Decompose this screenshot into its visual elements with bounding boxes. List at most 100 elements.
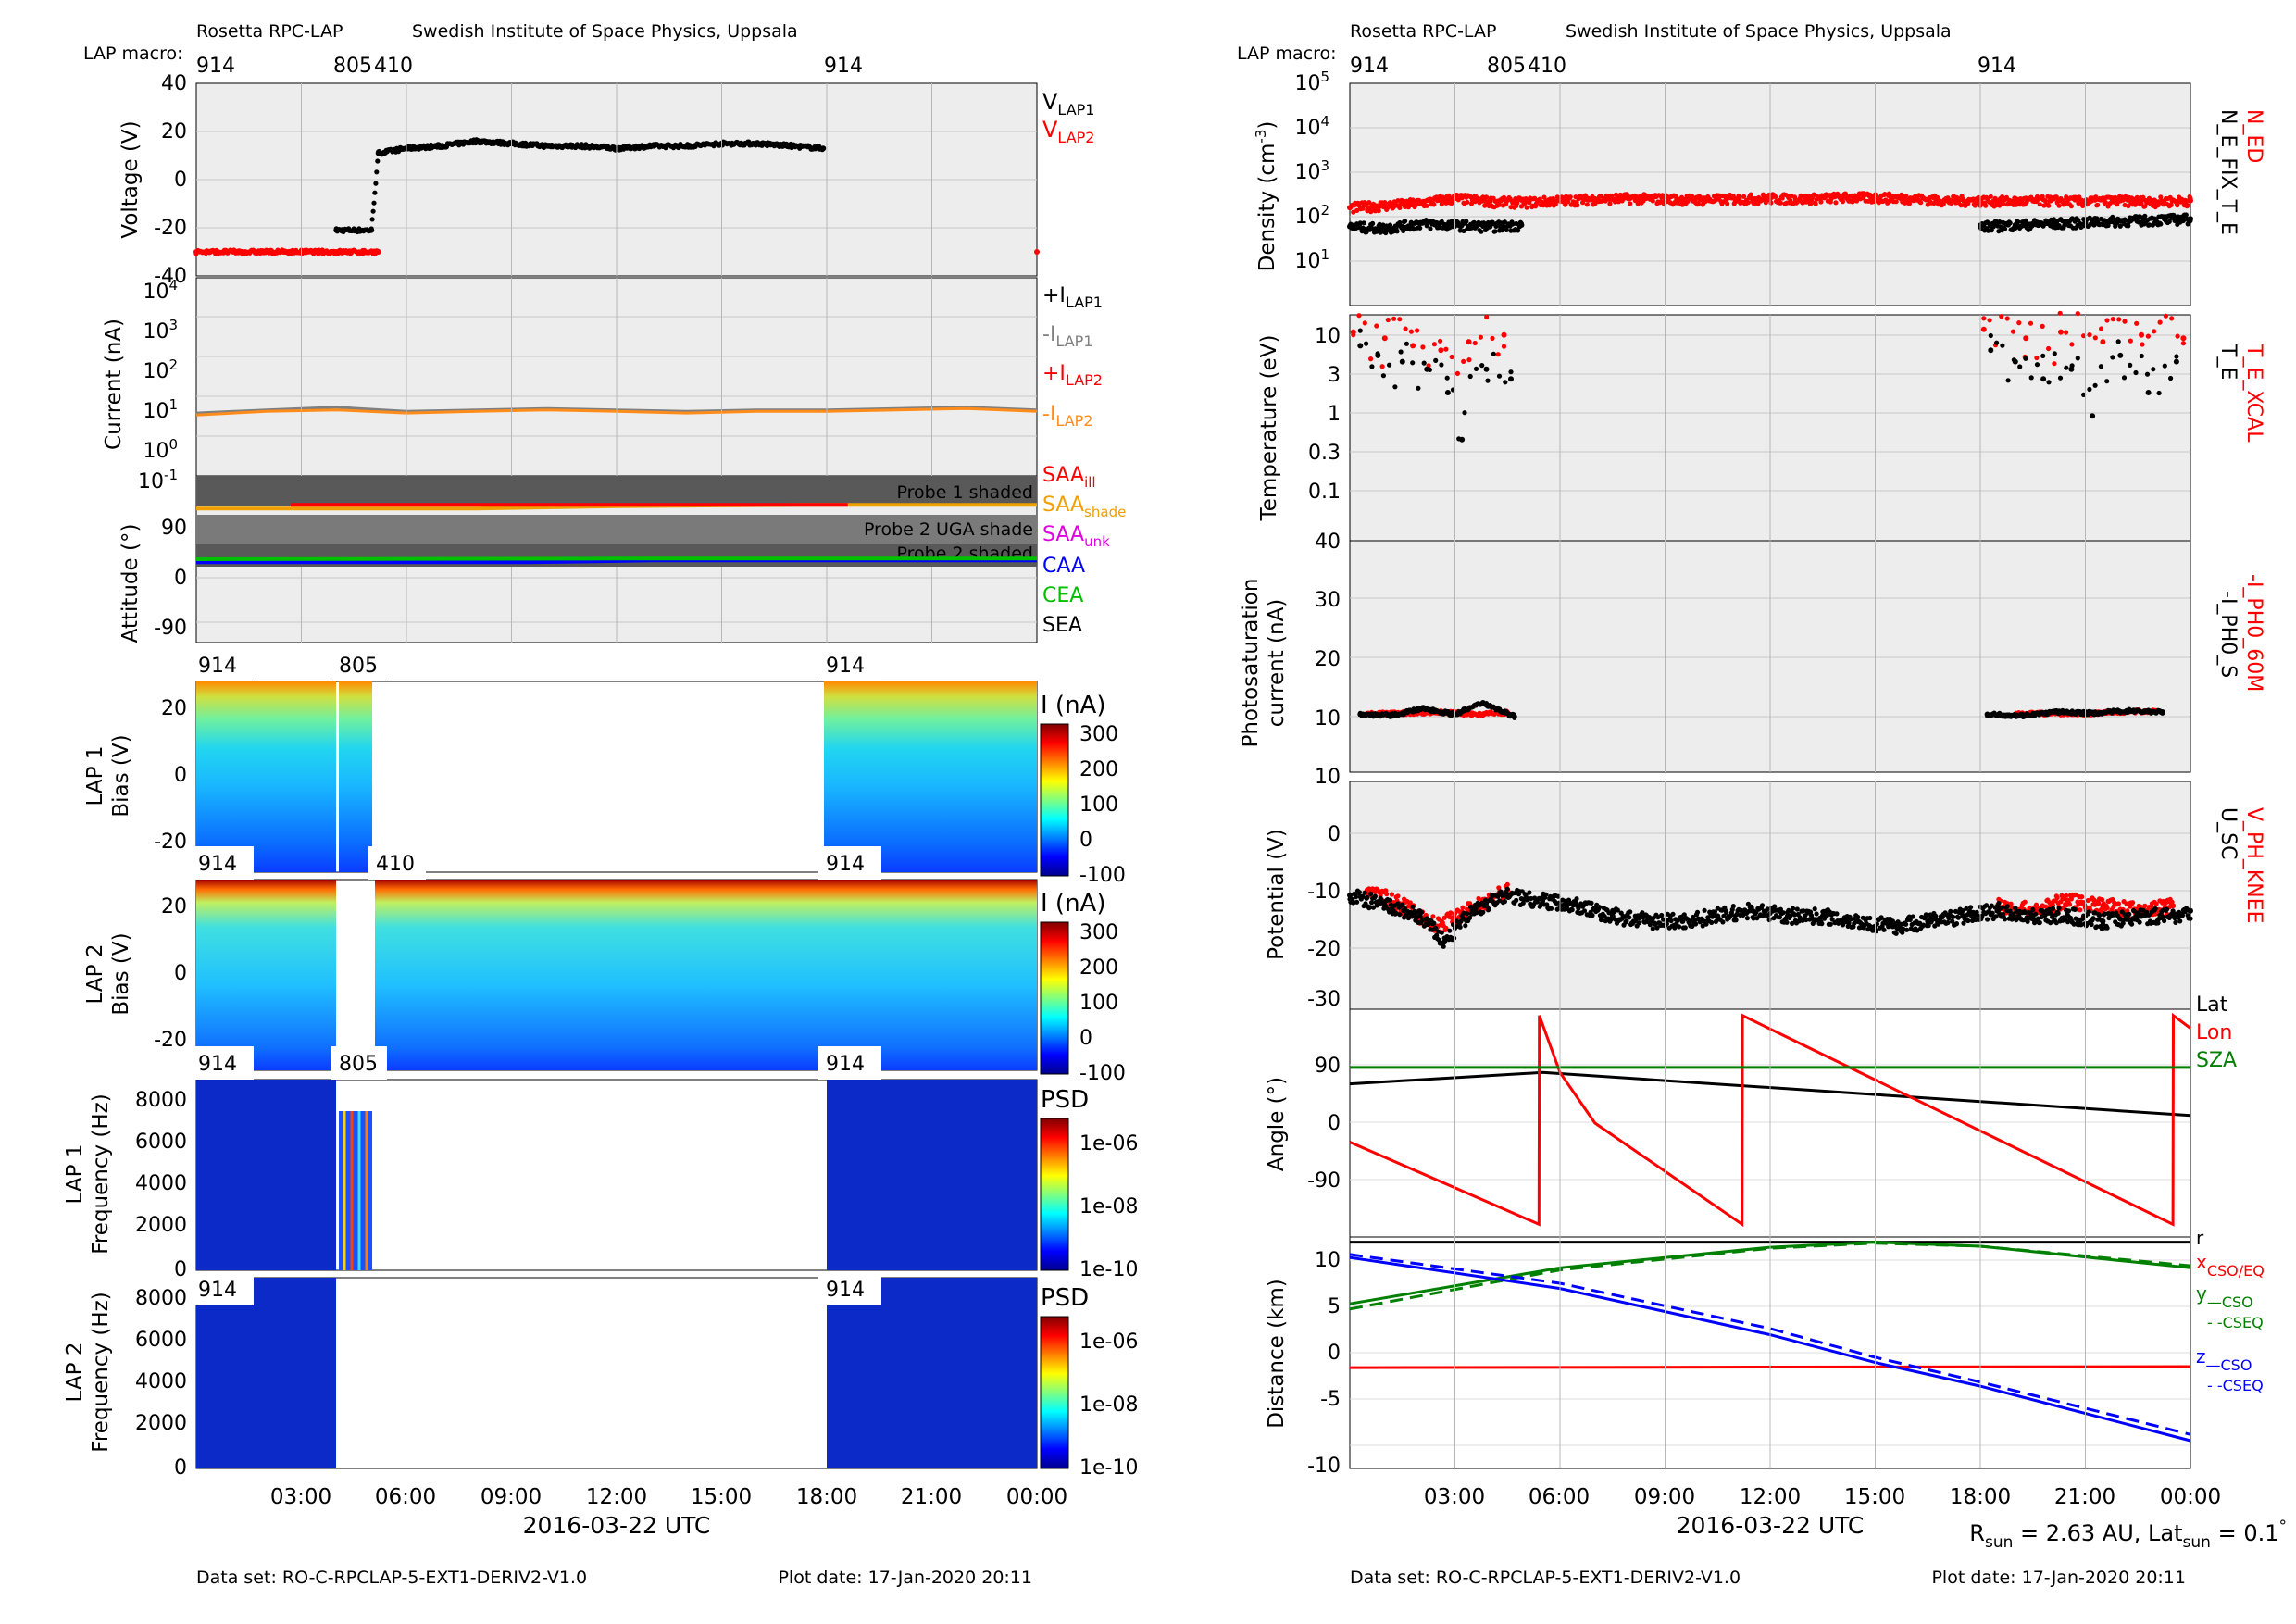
- potential-point-u-sc: [1780, 910, 1786, 916]
- current-legend-plap2: +ILAP2: [1042, 362, 1103, 389]
- temperature-point-t-e: [2057, 375, 2064, 381]
- temperature-point-t-e-xcal: [2175, 333, 2180, 339]
- temperature-point-t-e-xcal: [1490, 335, 1495, 341]
- lap1-psd-cbar-1e-10: 1e-10: [1079, 1258, 1138, 1281]
- temperature-point-t-e: [2104, 379, 2110, 384]
- density-point-n-ed: [1439, 201, 1444, 207]
- potential-point-u-sc: [2162, 918, 2167, 924]
- angle-series-lat: [1349, 1070, 2191, 1118]
- potential-point-u-sc: [1574, 903, 1580, 909]
- density-point-n-ed: [1837, 194, 1843, 201]
- potential-point-v-ph-knee: [2100, 903, 2106, 909]
- temperature-point-t-e: [2156, 390, 2162, 396]
- density-point-n-e-fix-t-e: [2152, 217, 2159, 223]
- lap2-sweep-ylabel2: Bias (V): [109, 932, 133, 1015]
- voltage-point-v-lap1: [754, 141, 760, 146]
- right-xtick-2100: 21:00: [2054, 1485, 2115, 1509]
- temperature-point-t-e: [2064, 365, 2069, 370]
- right-macro-label: LAP macro:: [1237, 44, 1337, 64]
- temperature-point-t-e-xcal: [2152, 329, 2157, 334]
- photo-ytick-20: 20: [1315, 648, 1341, 671]
- distance-legend-z-cseq: - -CSEQ: [2207, 1377, 2264, 1394]
- density-point-n-ed: [1483, 194, 1490, 200]
- potential-point-v-ph-knee: [1395, 893, 1401, 899]
- temperature-point-t-e: [2075, 356, 2080, 361]
- density-point-n-ed: [1550, 196, 1555, 202]
- temperature-point-t-e-xcal: [1449, 354, 1454, 360]
- potential-point-u-sc: [1955, 915, 1961, 920]
- lap1-sweep-macro-805: 805: [339, 655, 378, 678]
- potential-point-u-sc: [1985, 917, 1990, 922]
- potential-point-u-sc: [2155, 920, 2161, 926]
- lap2-psd-panel: 914 914 8000 6000 4000 2000 0 LAP 2 Freq…: [63, 1272, 1138, 1480]
- potential-point-u-sc: [1615, 907, 1620, 913]
- potential-point-u-sc: [2056, 906, 2062, 911]
- current-ytick-1em1: 10-1: [138, 467, 178, 493]
- density-ytick-1e4: 104: [1294, 113, 1329, 140]
- temperature-point-t-e-xcal: [1356, 313, 1362, 319]
- potential-point-u-sc: [1606, 910, 1612, 916]
- temperature-point-t-e: [1462, 410, 1467, 416]
- potential-point-u-sc: [1950, 918, 1955, 924]
- right-xtick-1800: 18:00: [1950, 1485, 2011, 1509]
- potential-point-u-sc: [1548, 906, 1554, 911]
- voltage-point-v-lap1: [368, 227, 375, 233]
- density-point-n-ed: [1416, 200, 1423, 206]
- angle-line-lon: [1349, 1012, 2191, 1228]
- temperature-point-t-e-xcal: [1438, 338, 1443, 344]
- potential-point-u-sc: [1659, 912, 1665, 918]
- lap1-sweep-data-a: [196, 681, 336, 872]
- temperature-point-t-e-xcal: [1981, 316, 1987, 321]
- potential-point-u-sc: [1433, 925, 1439, 931]
- potential-point-u-sc: [1848, 917, 1853, 922]
- lap2-sweep-macro-labels: 914 410 914: [191, 846, 881, 880]
- potential-point-u-sc: [1602, 914, 1607, 919]
- distance-legend-y-cseq: - -CSEQ: [2207, 1314, 2264, 1331]
- potential-point-u-sc: [1416, 913, 1423, 919]
- density-point-n-e-fix-t-e: [2146, 222, 2152, 228]
- density-point-n-e-fix-t-e: [1436, 225, 1442, 231]
- potential-point-u-sc: [1803, 917, 1809, 923]
- density-point-n-e-fix-t-e: [2117, 223, 2123, 229]
- lap2-psd-ytick-6000: 6000: [135, 1329, 187, 1352]
- temperature-point-t-e-xcal: [1420, 344, 1426, 350]
- potential-point-u-sc: [2140, 907, 2146, 913]
- temperature-point-t-e: [2040, 353, 2046, 358]
- density-point-n-ed: [1840, 199, 1846, 205]
- potential-point-u-sc: [1609, 913, 1616, 919]
- potential-point-u-sc: [1824, 913, 1830, 918]
- density-point-n-ed: [1395, 198, 1401, 204]
- density-point-n-ed: [1818, 199, 1824, 205]
- potential-point-u-sc: [1467, 915, 1473, 920]
- photo-ytick-30: 30: [1315, 589, 1341, 612]
- potential-point-u-sc: [2170, 913, 2177, 919]
- lap1-psd-ylabel2: Frequency (Hz): [89, 1093, 113, 1254]
- potential-point-u-sc: [1368, 891, 1374, 897]
- density-point-n-ed: [2126, 203, 2131, 209]
- potential-legend-knee: V_PH_KNEE: [2242, 807, 2265, 924]
- potential-point-u-sc: [1397, 912, 1403, 918]
- lap2-psd-yticks: 8000 6000 4000 2000 0: [135, 1287, 187, 1480]
- lap2-psd-cbar-1e-08: 1e-08: [1079, 1393, 1138, 1417]
- temperature-point-t-e: [1375, 352, 1381, 358]
- temperature-point-t-e-xcal: [1397, 317, 1403, 322]
- attitude-line-cea: [195, 556, 1037, 561]
- voltage-legend-vlap2: VLAP2: [1042, 117, 1094, 146]
- density-point-n-ed: [1741, 194, 1747, 199]
- potential-point-u-sc: [1664, 921, 1669, 927]
- density-point-n-ed: [2001, 201, 2006, 206]
- potential-point-u-sc: [1751, 916, 1756, 921]
- potential-point-v-ph-knee: [2022, 899, 2028, 905]
- lap2-psd-cbar-1e-10: 1e-10: [1079, 1456, 1138, 1480]
- density-point-n-e-fix-t-e: [1502, 219, 1507, 225]
- voltage-panel: 40 20 0 -20 -40 Voltage (V) VLAP1 VLAP2: [119, 72, 1094, 288]
- temperature-point-t-e-xcal: [1999, 314, 2004, 319]
- temperature-point-t-e-xcal: [1466, 357, 1472, 363]
- potential-point-u-sc: [1744, 916, 1750, 921]
- potential-point-u-sc: [1369, 900, 1375, 906]
- potential-point-u-sc: [1814, 911, 1819, 917]
- density-point-n-ed: [1607, 201, 1613, 206]
- potential-point-u-sc: [1520, 900, 1526, 906]
- photo-point--i-ph0-s: [1511, 714, 1517, 719]
- right-time-axis: 03:00 06:00 09:00 12:00 15:00 18:00 21:0…: [1424, 1485, 2221, 1509]
